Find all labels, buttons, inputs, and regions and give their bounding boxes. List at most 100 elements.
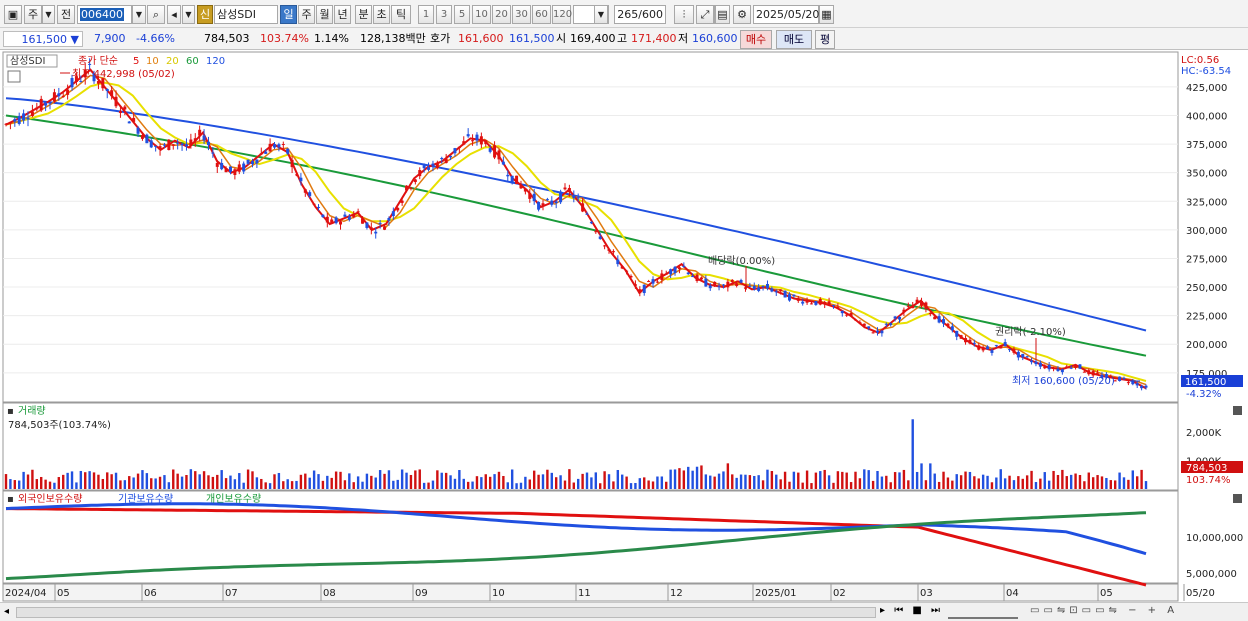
volume-bar (453, 478, 457, 489)
volume-bar (484, 474, 487, 489)
volume-bar (1074, 473, 1077, 489)
buy-button[interactable]: 매수 (740, 30, 772, 49)
tab-period-tick[interactable]: 틱 (391, 5, 411, 24)
lc-label: LC:0.56 (1181, 55, 1219, 66)
speaker-icon[interactable]: ◂ (167, 5, 181, 24)
candle-body (730, 279, 734, 283)
volume-bar (128, 476, 131, 489)
candle-body (466, 134, 470, 137)
candle-body (937, 316, 941, 323)
volume-bar (1008, 475, 1011, 489)
crosshair-icon[interactable]: ⤢ (696, 5, 714, 24)
interval-button-5[interactable]: 5 (454, 5, 470, 24)
save-icon[interactable]: ▤ (715, 5, 730, 24)
volume-bar (709, 475, 712, 489)
volume-bar (590, 477, 593, 489)
candle-body (176, 142, 180, 144)
chevron-down-icon[interactable]: ▼ (132, 5, 146, 24)
tab-period-day[interactable]: 일 (280, 5, 297, 24)
volume-bar (594, 472, 598, 489)
candle-body (655, 281, 659, 283)
scroll-track[interactable] (16, 607, 876, 618)
volume-bar (797, 472, 800, 489)
candle-body (999, 345, 1003, 349)
candle-body (845, 314, 849, 316)
candle-body (220, 162, 224, 170)
calendar-icon[interactable]: ▦ (819, 5, 834, 24)
x-tick-label: 2024/04 (5, 588, 47, 599)
layout-icons[interactable]: ▭▭⇋⊡▭▭⇋ − + A (1030, 605, 1179, 616)
interval-button-10[interactable]: 10 (472, 5, 491, 24)
interval-button-60[interactable]: 60 (532, 5, 551, 24)
candle-body (1034, 361, 1038, 365)
stock-code-input[interactable]: 006400 (77, 5, 132, 24)
volume-bar (136, 473, 140, 489)
interval-button-120[interactable]: 120 (552, 5, 572, 24)
zoom-slider[interactable] (948, 605, 1018, 619)
candle-body (981, 347, 985, 351)
chevron-down-icon[interactable]: ▼ (182, 5, 195, 24)
chevron-down-icon[interactable]: ▼ (42, 5, 55, 24)
stock-chart[interactable]: 425,000 400,000 375,000 350,000 325,000 300,0… (0, 50, 1248, 602)
chart-area[interactable]: 425,000 400,000 375,000 350,000 325,000 300,0… (0, 50, 1248, 602)
candle-body (550, 200, 554, 205)
scroll-nav-icons[interactable]: ▸ ⏮ ■ ⏭ (880, 605, 944, 616)
volume-bar (132, 477, 135, 489)
holding-close-icon[interactable] (1233, 494, 1242, 503)
window-icon[interactable]: ▣ (4, 5, 22, 24)
volume-bar (202, 471, 206, 489)
tab-period-second[interactable]: 초 (373, 5, 390, 24)
gear-icon[interactable]: ⚙ (733, 5, 751, 24)
x-tick-label: 02 (833, 588, 846, 599)
holding-y-tick: 10,000,000 (1186, 533, 1243, 544)
sell-button[interactable]: 매도 (776, 30, 812, 49)
chart-scrollbar[interactable]: ◂ ▸ ⏮ ■ ⏭ ▭▭⇋⊡▭▭⇋ − + A (0, 602, 1248, 621)
chevron-down-icon[interactable]: ▼ (594, 5, 608, 24)
prev-select[interactable]: 전 (57, 5, 75, 24)
volume-bar (1065, 476, 1068, 489)
stock-code-value: 006400 (80, 8, 124, 21)
candle-body (83, 69, 87, 78)
candle-body (708, 285, 712, 289)
grid-toggle-icon[interactable] (7, 70, 21, 83)
volume-bar (31, 469, 34, 489)
candle-body (972, 342, 976, 344)
eval-button[interactable]: 평 (815, 30, 835, 49)
stock-name-field[interactable]: 삼성SDI (214, 5, 278, 24)
volume-bar (458, 470, 461, 489)
volume-bar (348, 473, 351, 489)
period-main-select[interactable]: 주 (24, 5, 42, 24)
scroll-left-icon[interactable]: ◂ (4, 606, 10, 617)
candle-body (906, 305, 910, 307)
volume-bar (229, 475, 232, 489)
candle-body (295, 174, 299, 176)
candle-body (1078, 364, 1082, 369)
volume-bar (97, 474, 100, 489)
price-change: 7,900 (94, 32, 126, 45)
volume-close-icon[interactable] (1233, 406, 1242, 415)
volume-bar (691, 470, 694, 489)
interval-button-20[interactable]: 20 (492, 5, 511, 24)
count-value: 265 (617, 8, 639, 21)
date-input[interactable]: 2025/05/20 (753, 5, 819, 24)
tab-period-year[interactable]: 년 (334, 5, 351, 24)
candle-body (761, 285, 765, 288)
interval-button-30[interactable]: 30 (512, 5, 531, 24)
high-price: 171,400 (631, 32, 677, 45)
search-icon[interactable]: ⌕ (147, 5, 165, 24)
candle-body (1043, 366, 1047, 369)
volume-bar (9, 479, 12, 489)
tab-period-minute[interactable]: 분 (355, 5, 372, 24)
volume-bar (643, 477, 646, 489)
tab-period-month[interactable]: 월 (316, 5, 333, 24)
count-input[interactable]: 265/600 (614, 5, 666, 24)
interval-button-1[interactable]: 1 (418, 5, 434, 24)
candle-body (515, 175, 519, 184)
candle-body (823, 302, 827, 305)
candle-icon[interactable]: ⫶ (674, 5, 694, 24)
interval-button-3[interactable]: 3 (436, 5, 452, 24)
tab-period-week[interactable]: 주 (298, 5, 315, 24)
candle-body (739, 280, 743, 283)
volume-bar (286, 479, 289, 489)
volume-bar (920, 463, 923, 489)
